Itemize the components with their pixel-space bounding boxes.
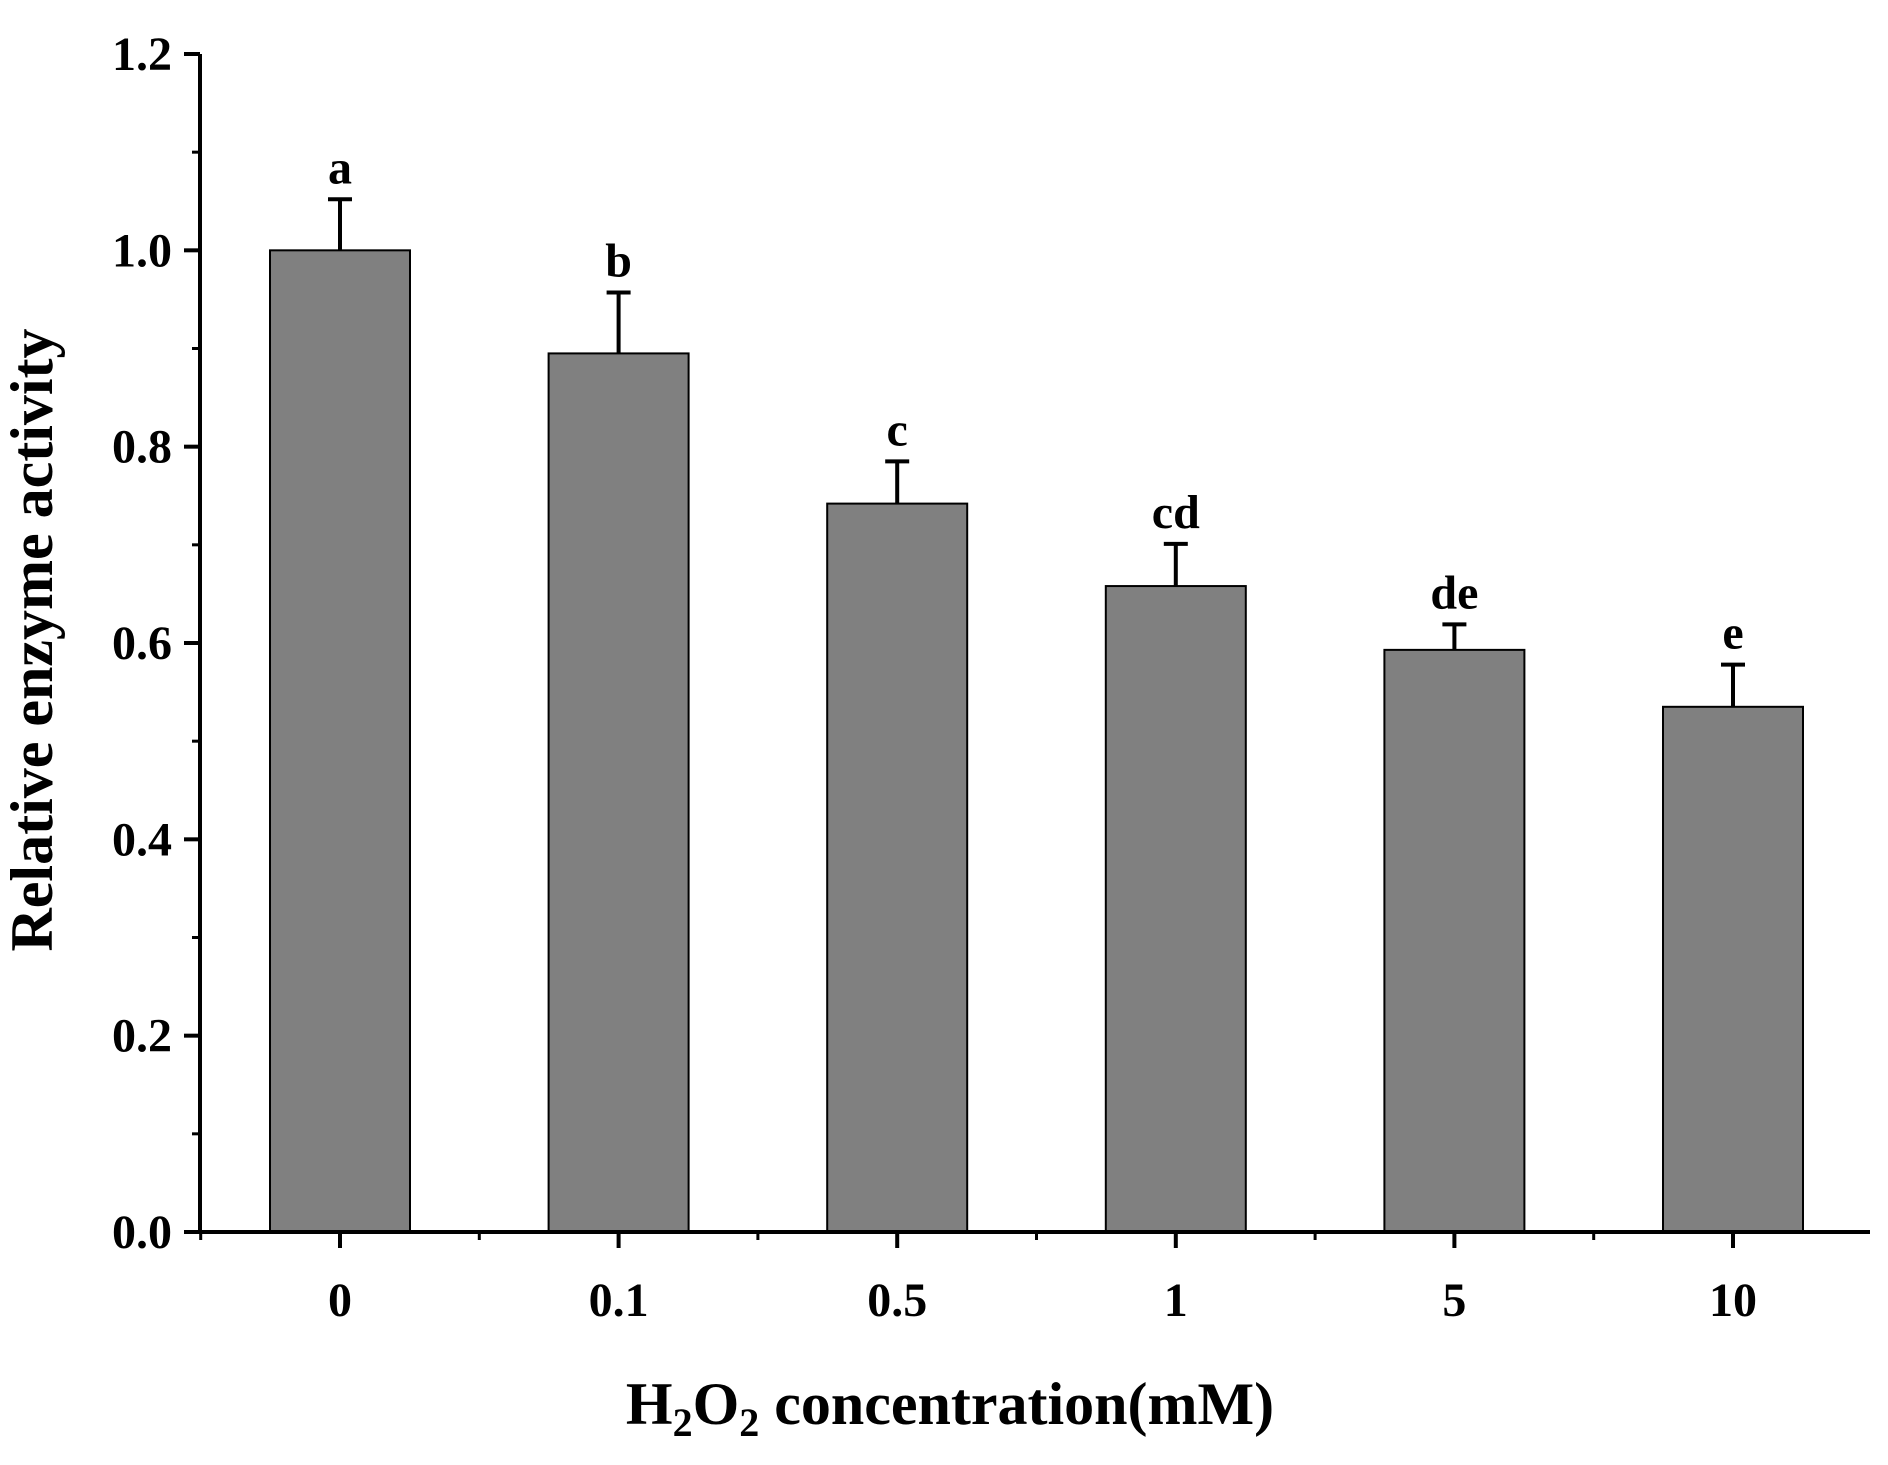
y-tick-label-0.0: 0.0 [112,1206,172,1259]
bars-layer [269,249,1804,1234]
x-axis-title-sub2: 2 [739,1400,759,1445]
significance-label-0.1: b [605,235,632,288]
bar-1 [1104,585,1247,1233]
y-tick-label-0.6: 0.6 [112,617,172,670]
x-axis-title-sub1: 2 [673,1400,693,1445]
y-axis-title: Relative enzyme activity [0,328,65,951]
x-tick-label-0.1: 0.1 [589,1274,649,1327]
x-tick-label-0.5: 0.5 [867,1274,927,1327]
error-bar-5 [1442,622,1467,650]
y-tick-label-0.4: 0.4 [112,813,172,866]
bar-0.5 [826,502,969,1233]
significance-label-0.5: c [887,403,908,456]
significance-label-0: a [328,141,352,194]
error-bar-0.5 [885,459,910,504]
bar-0.1 [547,352,690,1233]
significance-label-5: de [1430,566,1478,619]
x-tick-label-0: 0 [328,1274,352,1327]
significance-label-1: cd [1152,486,1200,539]
y-tick-label-0.2: 0.2 [112,1010,172,1063]
error-bars-layer [328,197,1745,707]
x-axis-title-h: H [626,1371,673,1437]
axis-labels-layer: Relative enzyme activity H2O2 concentrat… [0,328,1274,1445]
bar-10 [1662,705,1804,1233]
x-tick-label-1: 1 [1164,1274,1188,1327]
x-tick-label-5: 5 [1442,1274,1466,1327]
significance-label-10: e [1722,607,1743,660]
axes-layer: 0.0 0.2 0.4 0.6 0.8 1.0 1.2 0 0.1 0.5 1 5 10 [112,28,1870,1327]
x-axis-title-o: O [693,1371,740,1437]
x-axis-title-rest: concentration(mM) [759,1371,1274,1437]
bar-5 [1383,648,1526,1233]
error-bar-0.1 [606,290,631,354]
error-bar-1 [1163,541,1188,587]
y-tick-label-1.0: 1.0 [112,224,172,277]
error-bar-0 [328,197,352,251]
y-tick-label-1.2: 1.2 [112,28,172,81]
error-bar-10 [1721,662,1745,707]
significance-labels-layer: a b c cd de e [328,141,1744,659]
bar-0 [269,249,411,1234]
x-tick-label-10: 10 [1709,1274,1757,1327]
x-axis-title: H2O2 concentration(mM) [626,1371,1274,1445]
y-tick-label-0.8: 0.8 [112,421,172,474]
